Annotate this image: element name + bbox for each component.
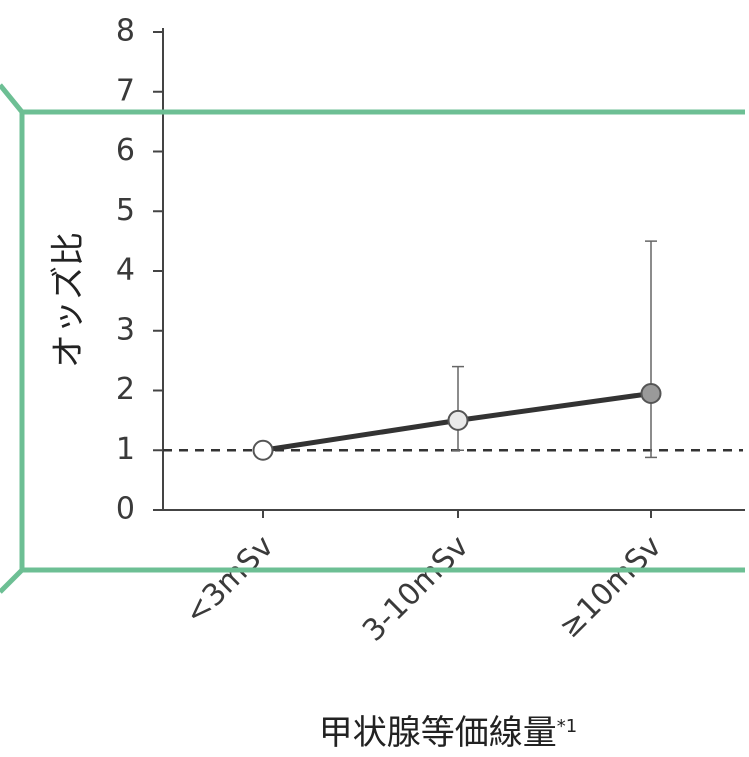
data-point <box>447 409 469 431</box>
x-tick-label: 3-10mSv <box>356 529 476 649</box>
plot-area <box>163 240 743 461</box>
x-axis-title: 甲状腺等価線量*1 <box>319 713 577 753</box>
y-tick-label: 6 <box>116 133 135 168</box>
x-tick-label: <3mSv <box>178 529 281 632</box>
y-tick-label: 3 <box>116 312 135 347</box>
y-tick-label: 1 <box>116 432 135 467</box>
x-axis-title-text: 甲状腺等価線量 <box>319 713 557 753</box>
y-tick-label: 0 <box>116 492 135 527</box>
y-tick-label: 8 <box>116 14 135 49</box>
x-tick-label: ≥10mSv <box>552 529 668 645</box>
highlight-overlay <box>0 83 745 594</box>
y-axis: 0 1 2 3 4 5 6 7 8 <box>116 14 164 527</box>
x-axis-title-footnote: *1 <box>557 716 577 737</box>
y-tick-label: 5 <box>116 193 135 228</box>
y-tick-label: 7 <box>116 73 135 108</box>
data-point <box>252 439 274 461</box>
highlight-frame <box>0 83 745 594</box>
x-axis: <3mSv 3-10mSv ≥10mSv <box>163 509 745 649</box>
y-axis-title: オッズ比 <box>49 232 89 368</box>
y-tick-label: 2 <box>116 372 135 407</box>
data-point <box>640 382 662 404</box>
y-tick-label: 4 <box>116 253 135 288</box>
